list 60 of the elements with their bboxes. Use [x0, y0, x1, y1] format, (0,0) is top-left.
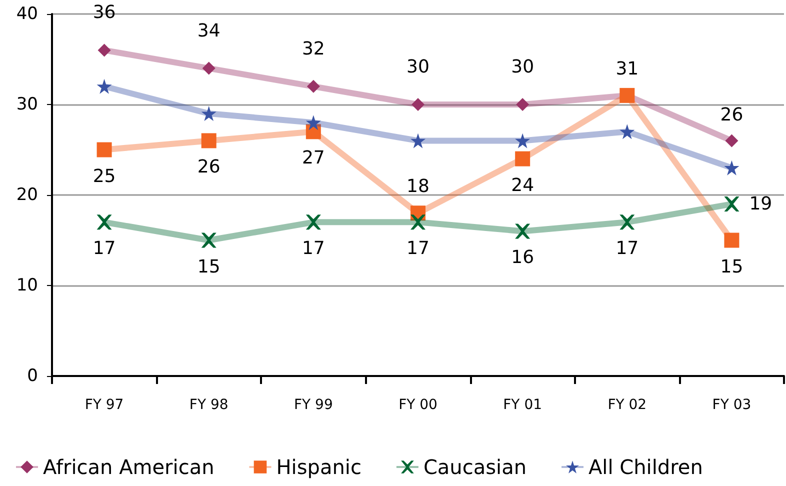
x-tick-label: FY 97: [84, 397, 124, 413]
data-label: 34: [197, 20, 220, 42]
point: [306, 80, 320, 93]
data-label: 32: [302, 38, 325, 60]
point: [202, 62, 216, 75]
data-label: 18: [406, 176, 430, 198]
point: [201, 133, 216, 148]
point: [201, 232, 216, 248]
legend-label: African American: [43, 455, 214, 479]
legend-label: Hispanic: [276, 455, 362, 479]
y-tick-label: 0: [27, 366, 38, 386]
point: [96, 142, 112, 158]
point: [724, 196, 740, 212]
point: [724, 232, 740, 248]
legend-label: Caucasian: [423, 455, 527, 479]
data-label: 31: [616, 58, 639, 80]
point: [96, 214, 112, 230]
point: [515, 224, 530, 239]
data-label: 25: [92, 166, 116, 187]
data-label: 17: [616, 238, 639, 260]
point: [201, 106, 216, 122]
data-label: 26: [197, 156, 220, 178]
y-tick-label: 10: [16, 276, 38, 296]
y-tick-label: 20: [16, 185, 38, 205]
data-label: 17: [92, 238, 116, 260]
data-label: 15: [197, 256, 220, 278]
data-label: 15: [720, 256, 744, 278]
data-label: 26: [720, 104, 744, 126]
point: [410, 133, 426, 148]
data-label: 16: [511, 247, 534, 268]
x-tick-label: FY 99: [294, 397, 333, 413]
point: [98, 44, 111, 57]
point: [306, 214, 321, 230]
point: [724, 160, 740, 176]
point: [96, 78, 112, 94]
data-label: 17: [406, 238, 430, 260]
x-tick-label: FY 00: [398, 397, 438, 413]
data-label: 17: [302, 238, 325, 260]
x-tick-label: FY 98: [189, 397, 228, 413]
data-label: 27: [302, 148, 325, 169]
x-tick-label: FY 01: [503, 397, 542, 413]
point: [516, 98, 530, 111]
x-tick-label: FY 03: [712, 397, 752, 413]
data-label: 30: [406, 56, 430, 78]
point: [620, 214, 635, 230]
point: [515, 133, 530, 148]
data-label: 36: [92, 2, 116, 24]
point: [515, 151, 530, 166]
y-tick-label: 30: [16, 94, 38, 114]
point: [725, 134, 738, 148]
point: [620, 124, 635, 140]
x-tick-label: FY 02: [608, 397, 647, 413]
point: [412, 98, 424, 111]
y-tick-label: 40: [16, 4, 38, 24]
legend-label: All Children: [588, 455, 703, 479]
data-label: 24: [511, 174, 534, 196]
point: [306, 115, 321, 130]
data-label: 19: [749, 194, 772, 215]
point: [410, 214, 426, 230]
data-label: 30: [511, 56, 534, 78]
